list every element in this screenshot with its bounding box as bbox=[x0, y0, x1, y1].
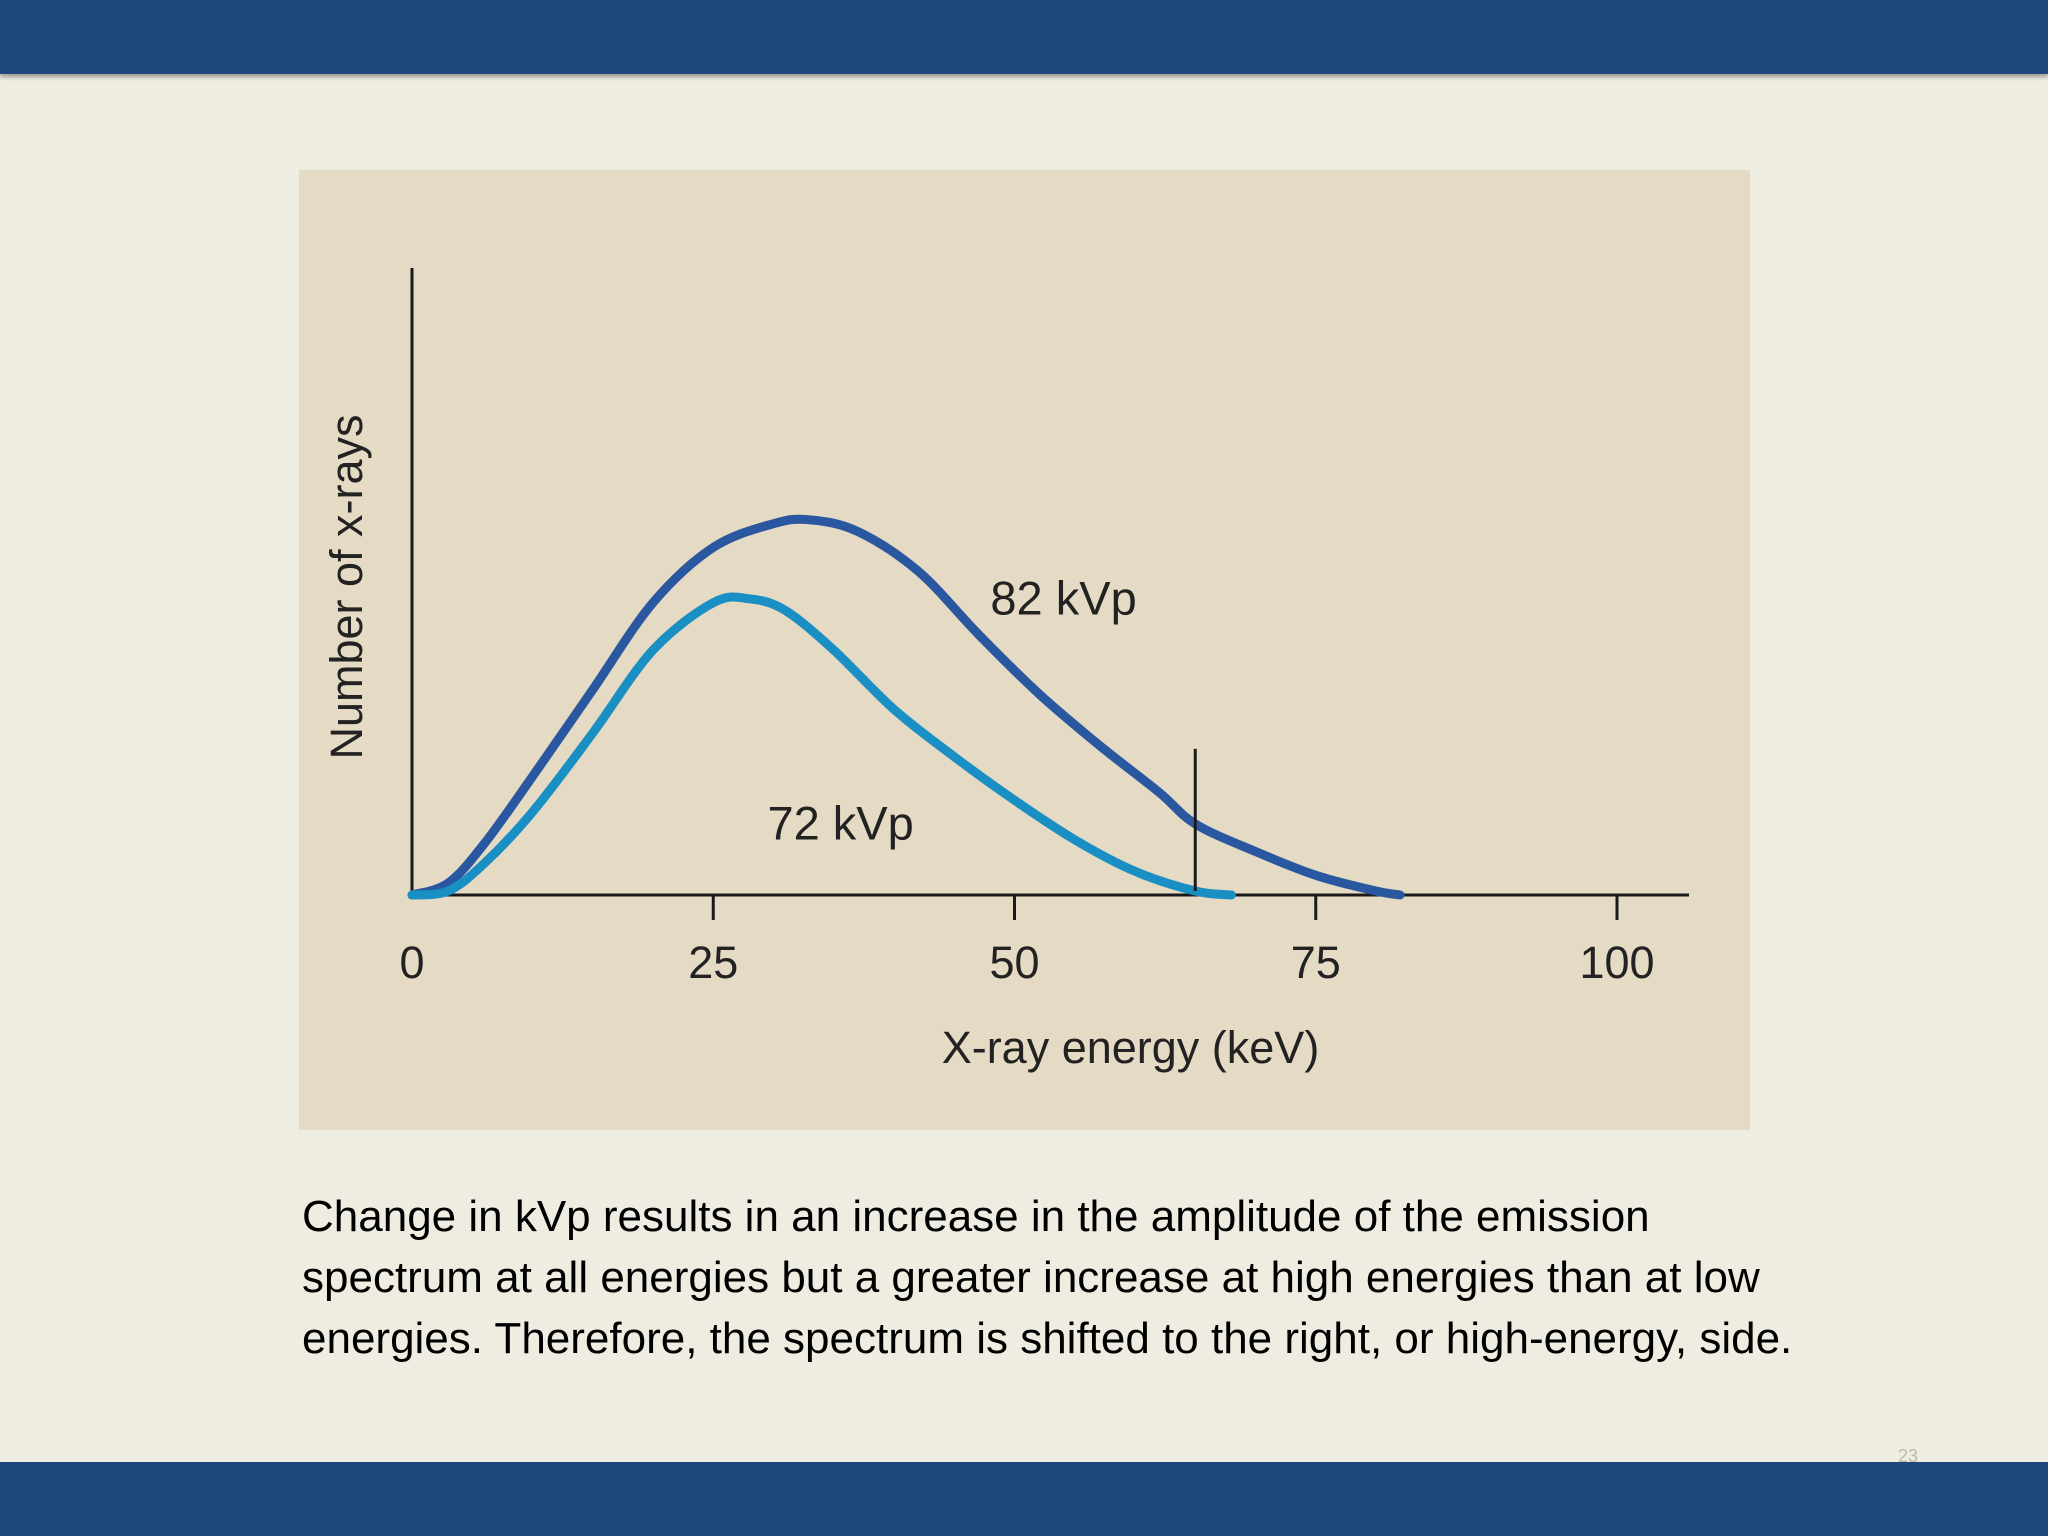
x-axis-label: X-ray energy (keV) bbox=[942, 1022, 1320, 1073]
axes-layer bbox=[410, 268, 1689, 897]
x-tick-label-25: 25 bbox=[688, 937, 738, 988]
x-tick-label-50: 50 bbox=[989, 937, 1039, 988]
slide-number: 23 bbox=[1897, 1446, 1919, 1466]
x-ticks: 0 25 50 75 100 bbox=[399, 895, 1655, 988]
x-tick-label-75: 75 bbox=[1291, 937, 1341, 988]
series-82-kvp-line bbox=[407, 514, 1405, 900]
slide-caption: Change in kVp results in an increase in … bbox=[302, 1192, 1793, 1363]
top-title-band bbox=[0, 0, 2048, 74]
series-label-82-kvp: 82 kVp bbox=[990, 572, 1136, 625]
chart-svg: 0 25 50 75 100 82 kVp 72 kVp X-ray energy (ke… bbox=[321, 268, 1689, 1073]
kvp-spectrum-chart: 0 25 50 75 100 82 kVp 72 kVp X-ray energy (ke… bbox=[299, 170, 1750, 1130]
series-layer bbox=[407, 514, 1405, 900]
series-72-kvp-line bbox=[407, 592, 1236, 900]
annotations: 82 kVp 72 kVp bbox=[767, 572, 1197, 892]
y-axis-label: Number of x-rays bbox=[321, 414, 372, 759]
series-label-72-kvp: 72 kVp bbox=[767, 797, 913, 850]
bottom-footer-band bbox=[0, 1462, 2048, 1536]
x-tick-label-0: 0 bbox=[399, 937, 424, 988]
x-tick-label-100: 100 bbox=[1579, 937, 1654, 988]
